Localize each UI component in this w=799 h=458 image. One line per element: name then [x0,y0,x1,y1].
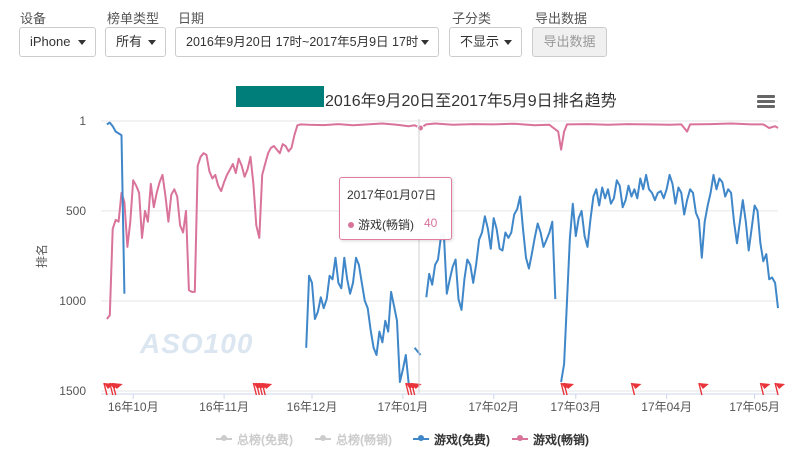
date-label: 日期 [178,11,205,26]
flag-banner [262,383,273,389]
y-tick-label: 1000 [59,294,86,308]
flag-pole [630,382,636,396]
chevron-down-icon [504,40,512,45]
y-tick-label: 1500 [59,384,86,398]
list-type-select-value: 所有 [116,34,143,49]
event-flag-icon [563,382,575,396]
x-tick-label: 17年02月 [468,400,519,414]
series-line-game-free [425,195,557,311]
event-flag-icon [759,382,771,396]
flag-pole [261,382,266,396]
flag-pole [255,382,261,396]
x-tick-label: 16年10月 [108,400,159,414]
chart-series [106,121,779,384]
chevron-down-icon [421,40,429,45]
export-label: 导出数据 [535,11,588,26]
x-axis: 16年10月 16年11月 16年12月 17年01月 17年02月 17年03月 17年0… [101,393,780,414]
tooltip-value: 40 [424,216,438,230]
flag-pole [759,382,765,396]
event-flag-icon [112,382,123,396]
flag-pole [698,382,703,396]
watermark-logo: ASO100 [140,328,254,359]
event-flag-icon [630,382,642,396]
flag-pole [112,382,117,396]
tooltip-series-name: 游戏(畅销) [358,218,414,232]
x-tick-label: 17年04月 [641,400,692,414]
device-select[interactable]: iPhone [19,27,96,57]
flag-pole [258,382,263,396]
flag-banner [760,383,771,389]
legend-label: 总榜(免费) [237,433,293,447]
tooltip-date: 2017年01月07日 [347,188,437,202]
legend-dot [517,435,523,441]
chevron-down-icon [78,40,86,45]
legend-dot [221,435,227,441]
event-flag-icon [410,382,422,396]
flag-banner [564,383,575,389]
flag-banner [631,383,642,389]
series-line-game-free [413,347,422,356]
y-tick-label: 1 [79,114,86,128]
chart-grid [101,120,778,392]
flag-pole [560,382,565,396]
chart-menu-icon[interactable] [757,95,775,109]
event-flag-icon [774,382,786,396]
x-tick-label: 16年12月 [287,400,338,414]
legend-label: 游戏(免费) [434,433,490,447]
x-tick-label: 17年01月 [378,400,429,414]
sub-category-select-value: 不显示 [460,34,500,49]
event-flags [103,382,786,396]
event-flag-icon [698,382,709,396]
legend-label: 总榜(畅销) [336,433,392,447]
export-data-button[interactable]: 导出数据 [532,27,607,57]
flag-pole [774,382,779,396]
device-select-value: iPhone [30,34,71,49]
legend-dot [418,435,424,441]
redacted-app-name [236,86,324,107]
chevron-down-icon [148,40,156,45]
flag-pole [408,382,413,396]
series-line-game-free [305,256,410,384]
flag-pole [563,382,568,396]
flag-banner [775,383,786,389]
legend-dot [320,435,326,441]
x-tick-label: 17年03月 [550,400,601,414]
list-type-label: 榜单类型 [107,11,160,26]
date-range-value: 2016年9月20日 17时~2017年5月9日 17时 [186,35,419,49]
date-range-select[interactable]: 2016年9月20日 17时~2017年5月9日 17时 [175,27,439,57]
flag-pole [109,382,114,396]
x-tick-label: 17年05月 [729,400,780,414]
flag-pole [410,382,416,396]
flag-pole [103,382,108,396]
flag-pole [405,382,410,396]
sub-category-select[interactable]: 不显示 [449,27,522,57]
y-tick-label: 500 [66,204,86,218]
filter-bar: 设备 iPhone 榜单类型 所有 日期 2016年9月20日 17时~2017… [0,0,799,70]
y-axis-title: 排名 [34,244,49,268]
chart-tooltip: 2017年01月07日 游戏(畅销) 40 [339,177,452,240]
x-tick-label: 16年11月 [199,400,249,414]
flag-pole [252,382,258,396]
highlighted-point [416,124,424,132]
flag-banner [698,383,709,389]
legend-label: 游戏(畅销) [533,433,589,447]
series-line-game-grossing [106,122,779,320]
list-type-select[interactable]: 所有 [105,27,166,57]
series-line-game-free [106,121,126,294]
tooltip-series-dot [348,222,354,228]
series-line-game-free [560,173,779,383]
sub-category-label: 子分类 [452,11,492,26]
event-flag-icon [261,382,273,396]
chart-title: 2016年9月20日至2017年5月9日排名趋势 [325,93,617,110]
device-label: 设备 [20,11,47,26]
flag-banner [112,383,123,389]
